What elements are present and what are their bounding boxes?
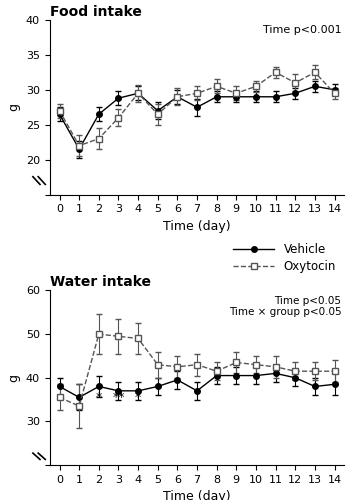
X-axis label: Time (day): Time (day) bbox=[163, 490, 231, 500]
Text: Time p<0.05
Time × group p<0.05: Time p<0.05 Time × group p<0.05 bbox=[229, 296, 342, 318]
Text: Food intake: Food intake bbox=[50, 5, 142, 19]
Text: *: * bbox=[135, 391, 141, 404]
Y-axis label: g: g bbox=[7, 104, 20, 112]
Text: *: * bbox=[96, 391, 102, 404]
Text: Water intake: Water intake bbox=[50, 276, 151, 289]
Legend: Vehicle, Oxytocin: Vehicle, Oxytocin bbox=[231, 240, 338, 276]
Text: **: ** bbox=[112, 391, 125, 404]
Y-axis label: g: g bbox=[7, 374, 20, 382]
X-axis label: Time (day): Time (day) bbox=[163, 220, 231, 233]
Text: Time p<0.001: Time p<0.001 bbox=[263, 25, 342, 35]
